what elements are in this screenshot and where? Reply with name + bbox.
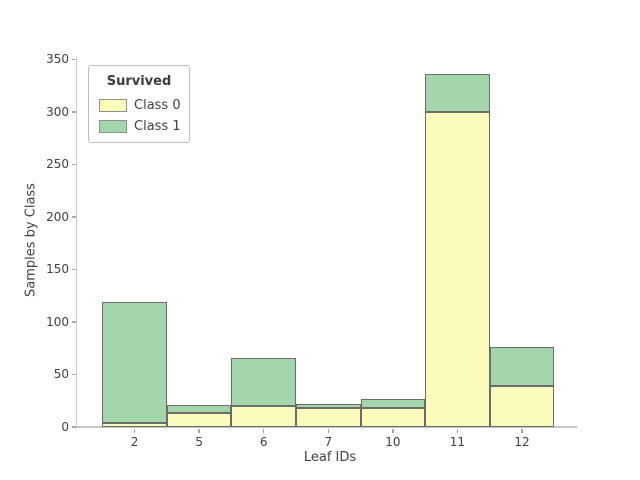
x-axis-line bbox=[76, 426, 577, 429]
bar-segment-class-1-leaf-12 bbox=[489, 347, 555, 387]
bar-leaf-7 bbox=[296, 57, 361, 427]
bar-segment-class-1-leaf-7 bbox=[296, 403, 361, 409]
legend-title: Survived bbox=[106, 74, 172, 89]
x-axis-label: Leaf IDs bbox=[303, 450, 357, 465]
x-tick-label-7: 7 bbox=[324, 435, 333, 449]
y-tick-mark-150 bbox=[71, 268, 76, 271]
y-tick-mark-0 bbox=[71, 426, 76, 428]
x-tick-mark-12 bbox=[521, 428, 523, 433]
bar-segment-class-0-leaf-2 bbox=[102, 422, 167, 427]
legend-label: Class 1 bbox=[134, 119, 181, 134]
x-tick-mark-11 bbox=[456, 428, 459, 433]
x-tick-label-12: 12 bbox=[514, 435, 530, 449]
bar-segment-class-1-leaf-11 bbox=[425, 74, 490, 112]
bar-segment-class-0-leaf-11 bbox=[425, 112, 490, 427]
y-tick-label-50: 50 bbox=[53, 367, 69, 381]
x-tick-label-10: 10 bbox=[385, 435, 401, 449]
y-tick-label-150: 150 bbox=[46, 262, 69, 276]
bar-segment-class-0-leaf-12 bbox=[489, 386, 555, 427]
bar-leaf-6 bbox=[231, 57, 296, 427]
bar-segment-class-0-leaf-10 bbox=[360, 408, 426, 427]
legend-label: Class 0 bbox=[134, 98, 181, 113]
y-tick-label-100: 100 bbox=[46, 314, 69, 329]
bar-segment-class-1-leaf-6 bbox=[231, 357, 296, 406]
y-tick-mark-350 bbox=[71, 58, 76, 61]
legend-swatch-class-1 bbox=[99, 120, 127, 133]
y-tick-label-250: 250 bbox=[46, 157, 69, 171]
x-tick-label-11: 11 bbox=[449, 435, 466, 449]
y-tick-mark-50 bbox=[71, 373, 76, 376]
y-tick-label-350: 350 bbox=[46, 52, 69, 66]
y-tick-label-300: 300 bbox=[46, 104, 69, 119]
y-tick-mark-250 bbox=[71, 163, 76, 166]
x-tick-label-5: 5 bbox=[195, 435, 203, 449]
legend-entry-class-0: Class 0 bbox=[99, 95, 189, 116]
legend-entry-class-1: Class 1 bbox=[99, 116, 189, 137]
plot-area bbox=[77, 57, 577, 427]
y-tick-label-0: 0 bbox=[61, 419, 69, 434]
legend: Survived Class 0 Class 1 bbox=[88, 65, 190, 143]
y-axis-line bbox=[76, 57, 78, 428]
x-tick-mark-5 bbox=[198, 428, 200, 433]
x-tick-mark-6 bbox=[263, 428, 265, 433]
x-tick-label-6: 6 bbox=[259, 435, 268, 449]
bar-leaf-5 bbox=[166, 57, 232, 427]
y-tick-mark-200 bbox=[71, 216, 76, 218]
x-tick-mark-10 bbox=[392, 428, 394, 433]
bar-segment-class-1-leaf-10 bbox=[360, 398, 426, 409]
x-tick-label-2: 2 bbox=[130, 435, 139, 449]
y-tick-mark-300 bbox=[71, 111, 76, 113]
bar-segment-class-0-leaf-6 bbox=[231, 406, 296, 427]
bar-segment-class-0-leaf-7 bbox=[296, 408, 361, 427]
x-tick-mark-2 bbox=[133, 428, 136, 433]
legend-swatch-class-0 bbox=[99, 99, 127, 112]
bar-leaf-11 bbox=[425, 57, 490, 427]
bar-segment-class-0-leaf-5 bbox=[166, 413, 232, 427]
bar-segment-class-1-leaf-5 bbox=[166, 404, 232, 414]
bar-segment-class-1-leaf-2 bbox=[102, 302, 167, 423]
x-tick-mark-7 bbox=[327, 428, 329, 433]
bar-leaf-2 bbox=[102, 57, 167, 427]
bar-leaf-10 bbox=[360, 57, 426, 427]
legend-entries: Class 0 Class 1 bbox=[99, 95, 189, 137]
bar-leaf-12 bbox=[489, 57, 555, 427]
y-tick-mark-100 bbox=[71, 321, 76, 323]
y-tick-label-200: 200 bbox=[46, 209, 69, 224]
y-axis-label: Samples by Class bbox=[23, 183, 39, 297]
